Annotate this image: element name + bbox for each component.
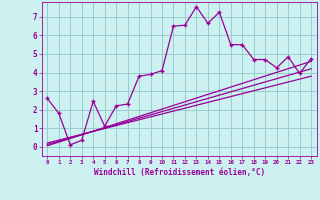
- X-axis label: Windchill (Refroidissement éolien,°C): Windchill (Refroidissement éolien,°C): [94, 168, 265, 177]
